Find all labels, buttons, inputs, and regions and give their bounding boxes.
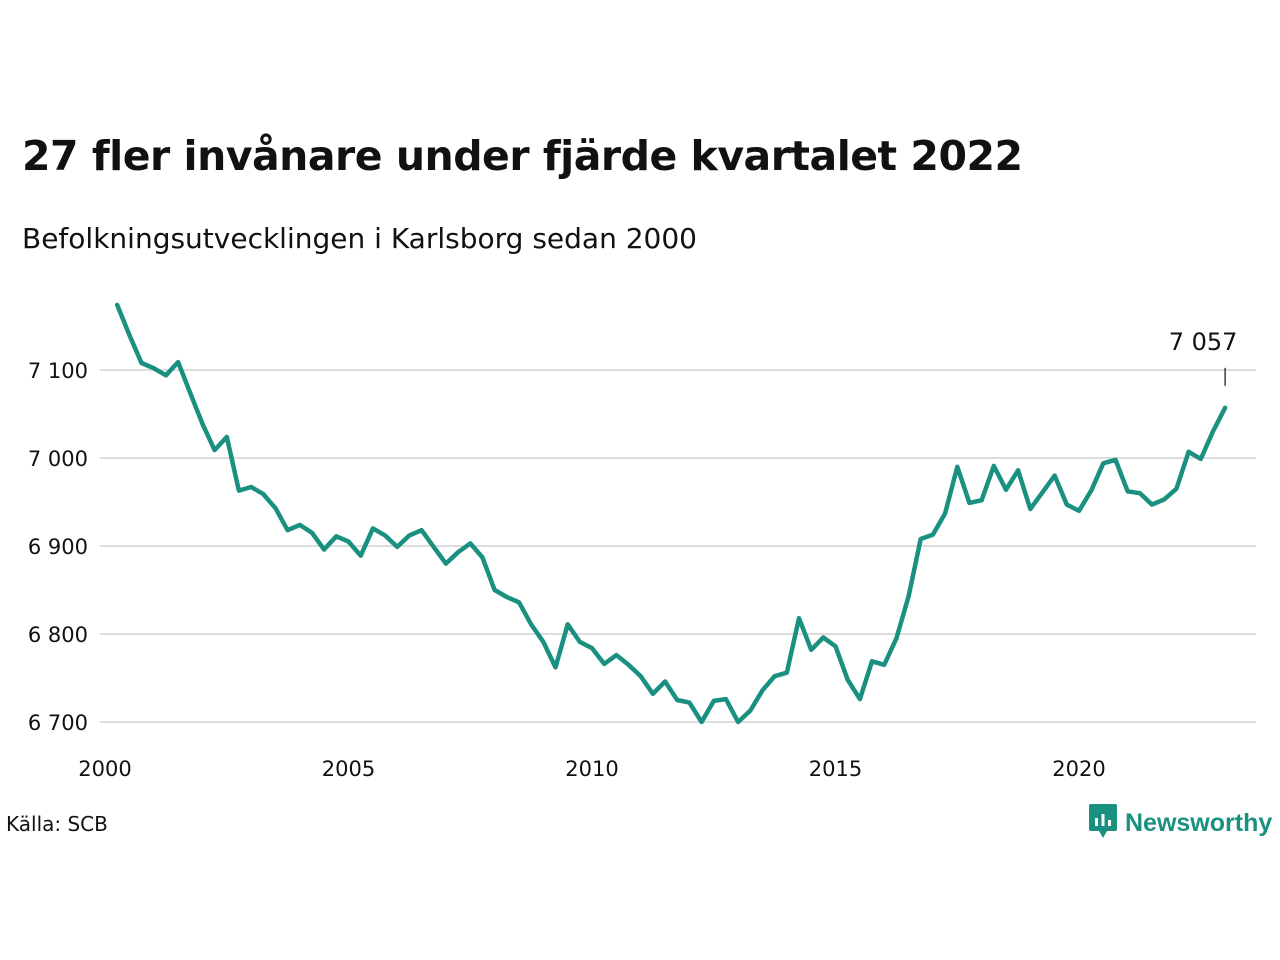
last-value-label: 7 057: [1169, 328, 1238, 356]
x-tick-label: 2015: [809, 757, 862, 781]
y-tick-label: 7 100: [28, 359, 88, 383]
x-tick-label: 2010: [565, 757, 618, 781]
brand-logo[interactable]: Newsworthy: [1088, 803, 1272, 843]
brand-name: Newsworthy: [1125, 808, 1273, 837]
y-axis-ticks: 6 700 6 800 6 900 7 000 7 100: [28, 359, 88, 735]
newsworthy-logo-icon: [1088, 803, 1118, 843]
y-tick-label: 6 700: [28, 711, 88, 735]
y-tick-label: 6 800: [28, 623, 88, 647]
gridlines: [100, 369, 1256, 723]
population-line: [114, 302, 1228, 725]
x-tick-label: 2005: [322, 757, 375, 781]
x-tick-label: 2000: [78, 757, 131, 781]
x-tick-label: 2020: [1052, 757, 1105, 781]
x-axis-ticks: 2000 2005 2010 2015 2020: [78, 757, 1105, 781]
y-tick-label: 6 900: [28, 535, 88, 559]
y-tick-label: 7 000: [28, 447, 88, 471]
chart-title: 27 fler invånare under fjärde kvartalet …: [22, 132, 1023, 180]
chart-subtitle: Befolkningsutvecklingen i Karlsborg seda…: [22, 222, 697, 255]
source-note: Källa: SCB: [6, 812, 108, 836]
